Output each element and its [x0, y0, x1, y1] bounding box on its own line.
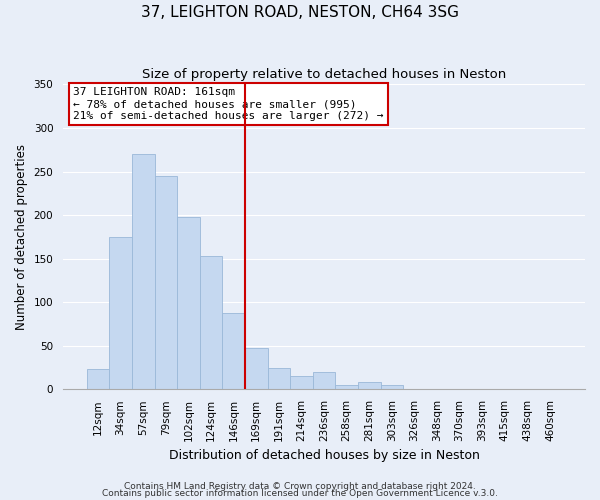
- X-axis label: Distribution of detached houses by size in Neston: Distribution of detached houses by size …: [169, 450, 479, 462]
- Bar: [313, 372, 335, 390]
- Text: Contains HM Land Registry data © Crown copyright and database right 2024.: Contains HM Land Registry data © Crown c…: [124, 482, 476, 491]
- Bar: [380, 385, 403, 390]
- Bar: [200, 256, 223, 390]
- Bar: [155, 176, 177, 390]
- Bar: [268, 368, 290, 390]
- Bar: [132, 154, 155, 390]
- Title: Size of property relative to detached houses in Neston: Size of property relative to detached ho…: [142, 68, 506, 80]
- Bar: [87, 370, 109, 390]
- Bar: [290, 376, 313, 390]
- Text: 37 LEIGHTON ROAD: 161sqm
← 78% of detached houses are smaller (995)
21% of semi-: 37 LEIGHTON ROAD: 161sqm ← 78% of detach…: [73, 88, 384, 120]
- Bar: [177, 217, 200, 390]
- Text: 37, LEIGHTON ROAD, NESTON, CH64 3SG: 37, LEIGHTON ROAD, NESTON, CH64 3SG: [141, 5, 459, 20]
- Bar: [245, 348, 268, 390]
- Text: Contains public sector information licensed under the Open Government Licence v.: Contains public sector information licen…: [102, 490, 498, 498]
- Bar: [223, 312, 245, 390]
- Bar: [335, 385, 358, 390]
- Bar: [358, 382, 380, 390]
- Bar: [109, 237, 132, 390]
- Y-axis label: Number of detached properties: Number of detached properties: [15, 144, 28, 330]
